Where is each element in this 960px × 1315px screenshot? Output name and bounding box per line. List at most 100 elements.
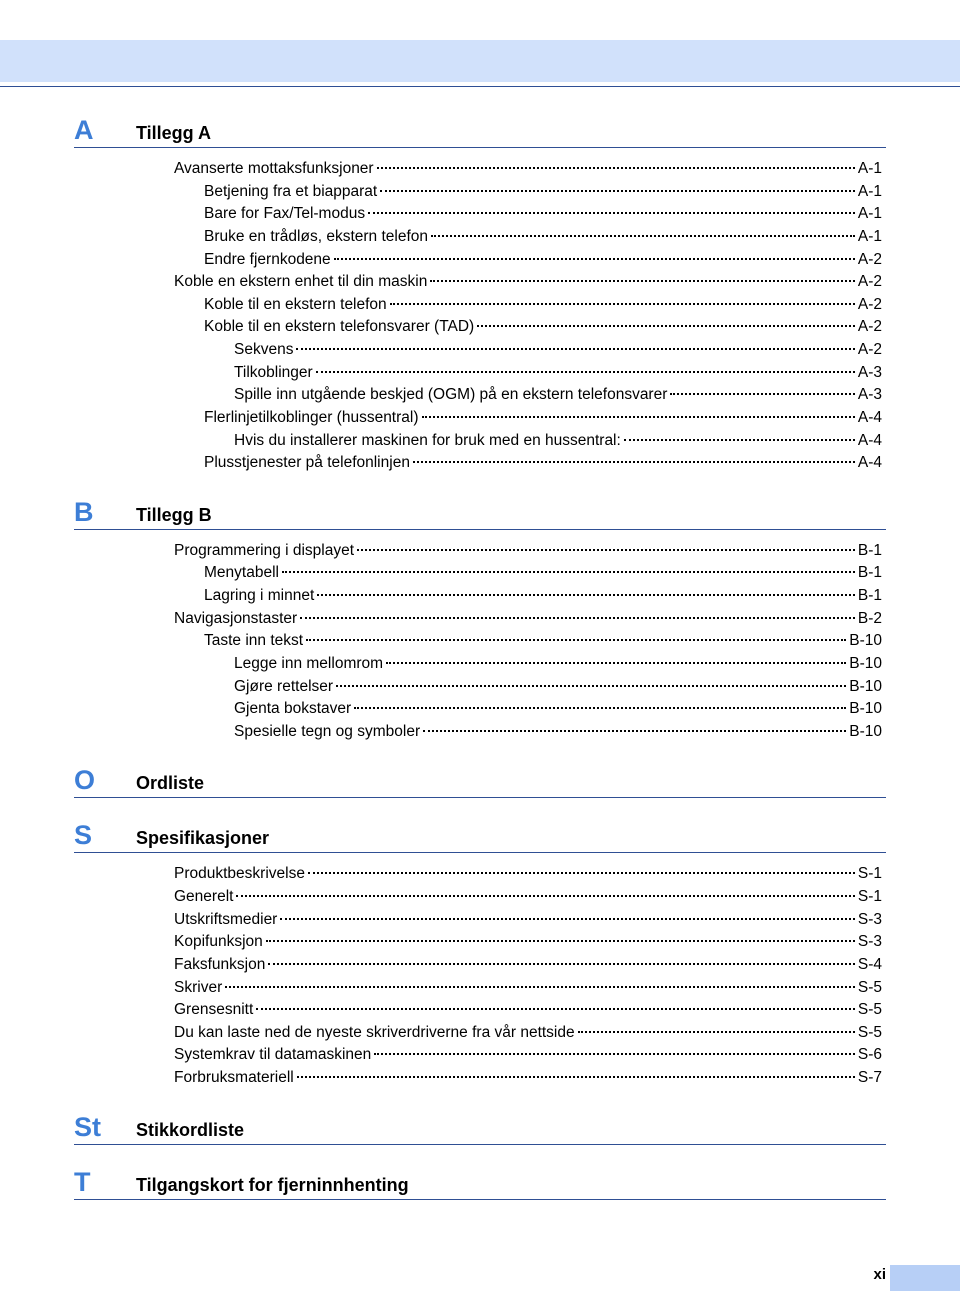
entry-page: S-1 (858, 886, 882, 909)
dot-leader (477, 325, 855, 327)
toc-entry[interactable]: Hvis du installerer maskinen for bruk me… (174, 430, 882, 453)
dot-leader (296, 348, 854, 350)
entry-label: Gjenta bokstaver (234, 698, 351, 721)
entry-page: B-10 (849, 653, 882, 676)
toc-entry[interactable]: Endre fjernkodene A-2 (174, 249, 882, 272)
dot-leader (374, 1053, 855, 1055)
toc-entry[interactable]: Systemkrav til datamaskinen S-6 (174, 1044, 882, 1067)
entry-page: S-7 (858, 1067, 882, 1090)
toc-entry[interactable]: Sekvens A-2 (174, 339, 882, 362)
toc-entry[interactable]: Koble til en ekstern telefon A-2 (174, 294, 882, 317)
toc-entry[interactable]: Skriver S-5 (174, 977, 882, 1000)
section-header: TTilgangskort for fjerninnhenting (74, 1169, 886, 1200)
entry-label: Tilkoblinger (234, 362, 313, 385)
entry-page: A-4 (858, 452, 882, 475)
section-header: OOrdliste (74, 767, 886, 798)
dot-leader (268, 963, 855, 965)
toc-entry[interactable]: Plusstjenester på telefonlinjen A-4 (174, 452, 882, 475)
toc-entry[interactable]: Menytabell B-1 (174, 562, 882, 585)
toc-entry[interactable]: Gjøre rettelser B-10 (174, 676, 882, 699)
section-letter: O (74, 767, 136, 794)
section-letter: B (74, 499, 136, 526)
toc-entry[interactable]: Produktbeskrivelse S-1 (174, 863, 882, 886)
section-title[interactable]: Stikkordliste (136, 1120, 244, 1141)
section-title[interactable]: Spesifikasjoner (136, 828, 269, 849)
toc-entry[interactable]: Forbruksmateriell S-7 (174, 1067, 882, 1090)
section-title[interactable]: Tillegg A (136, 123, 211, 144)
toc-entry[interactable]: Tilkoblinger A-3 (174, 362, 882, 385)
toc-entry[interactable]: Koble til en ekstern telefonsvarer (TAD)… (174, 316, 882, 339)
toc-entry[interactable]: Legge inn mellomrom B-10 (174, 653, 882, 676)
dot-leader (670, 393, 854, 395)
section-title[interactable]: Ordliste (136, 773, 204, 794)
toc-entry[interactable]: Navigasjonstaster B-2 (174, 608, 882, 631)
footer-accent (890, 1265, 960, 1291)
entry-label: Spille inn utgående beskjed (OGM) på en … (234, 384, 667, 407)
entry-label: Kopifunksjon (174, 931, 263, 954)
entry-label: Hvis du installerer maskinen for bruk me… (234, 430, 621, 453)
entry-page: B-1 (858, 540, 882, 563)
toc-entry[interactable]: Flerlinjetilkoblinger (hussentral) A-4 (174, 407, 882, 430)
toc-entry[interactable]: Du kan laste ned de nyeste skriverdriver… (174, 1022, 882, 1045)
entry-page: A-2 (858, 316, 882, 339)
toc-entry[interactable]: Spesielle tegn og symboler B-10 (174, 721, 882, 744)
entries-list: Avanserte mottaksfunksjoner A-1Betjening… (74, 158, 886, 475)
entry-page: S-6 (858, 1044, 882, 1067)
dot-leader (317, 594, 855, 596)
dot-leader (578, 1031, 855, 1033)
dot-leader (380, 190, 855, 192)
toc-entry[interactable]: Taste inn tekst B-10 (174, 630, 882, 653)
entry-page: S-3 (858, 931, 882, 954)
entry-label: Koble en ekstern enhet til din maskin (174, 271, 427, 294)
header-divider (0, 86, 960, 87)
entry-page: S-5 (858, 1022, 882, 1045)
dot-leader (413, 461, 855, 463)
page: ATillegg AAvanserte mottaksfunksjoner A-… (0, 0, 960, 1315)
entry-label: Du kan laste ned de nyeste skriverdriver… (174, 1022, 575, 1045)
toc-entry[interactable]: Gjenta bokstaver B-10 (174, 698, 882, 721)
toc-entry[interactable]: Spille inn utgående beskjed (OGM) på en … (174, 384, 882, 407)
dot-leader (256, 1008, 855, 1010)
entry-label: Bare for Fax/Tel-modus (204, 203, 365, 226)
entry-label: Gjøre rettelser (234, 676, 333, 699)
entry-page: A-1 (858, 181, 882, 204)
entries-list: Programmering i displayet B-1Menytabell … (74, 540, 886, 744)
dot-leader (390, 303, 855, 305)
section-title[interactable]: Tilgangskort for fjerninnhenting (136, 1175, 409, 1196)
dot-leader (334, 258, 855, 260)
dot-leader (300, 617, 855, 619)
entry-page: A-2 (858, 294, 882, 317)
entry-page: S-5 (858, 977, 882, 1000)
dot-leader (624, 439, 855, 441)
toc-entry[interactable]: Lagring i minnet B-1 (174, 585, 882, 608)
dot-leader (354, 707, 846, 709)
entry-label: Forbruksmateriell (174, 1067, 294, 1090)
entries-list: Produktbeskrivelse S-1Generelt S-1Utskri… (74, 863, 886, 1089)
toc-entry[interactable]: Grensesnitt S-5 (174, 999, 882, 1022)
entry-label: Avanserte mottaksfunksjoner (174, 158, 374, 181)
entry-page: B-1 (858, 585, 882, 608)
section-title[interactable]: Tillegg B (136, 505, 212, 526)
dot-leader (236, 895, 854, 897)
entry-label: Utskriftsmedier (174, 909, 277, 932)
toc-entry[interactable]: Kopifunksjon S-3 (174, 931, 882, 954)
toc-entry[interactable]: Bare for Fax/Tel-modus A-1 (174, 203, 882, 226)
toc-entry[interactable]: Bruke en trådløs, ekstern telefon A-1 (174, 226, 882, 249)
dot-leader (430, 280, 855, 282)
entry-label: Systemkrav til datamaskinen (174, 1044, 371, 1067)
toc-entry[interactable]: Koble en ekstern enhet til din maskin A-… (174, 271, 882, 294)
toc-entry[interactable]: Avanserte mottaksfunksjoner A-1 (174, 158, 882, 181)
dot-leader (297, 1076, 855, 1078)
toc-entry[interactable]: Utskriftsmedier S-3 (174, 909, 882, 932)
entry-page: B-10 (849, 698, 882, 721)
dot-leader (422, 416, 855, 418)
toc-container: ATillegg AAvanserte mottaksfunksjoner A-… (74, 117, 886, 1200)
toc-section: TTilgangskort for fjerninnhenting (74, 1169, 886, 1200)
toc-entry[interactable]: Generelt S-1 (174, 886, 882, 909)
toc-entry[interactable]: Betjening fra et biapparat A-1 (174, 181, 882, 204)
dot-leader (280, 918, 855, 920)
toc-entry[interactable]: Faksfunksjon S-4 (174, 954, 882, 977)
entry-label: Programmering i displayet (174, 540, 354, 563)
entry-label: Koble til en ekstern telefon (204, 294, 387, 317)
toc-entry[interactable]: Programmering i displayet B-1 (174, 540, 882, 563)
